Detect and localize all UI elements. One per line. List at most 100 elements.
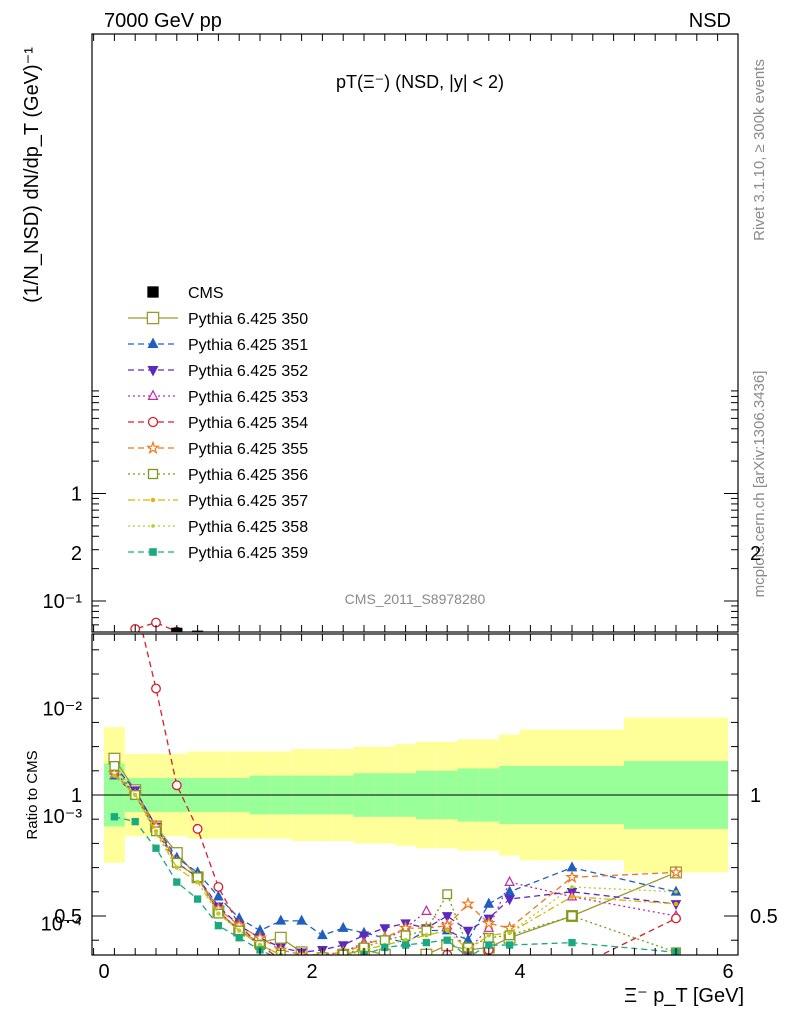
- data-point: [380, 724, 390, 734]
- legend-marker: [147, 389, 159, 400]
- ratio-point: [296, 954, 307, 955]
- data-point: [237, 682, 241, 686]
- data-point: [196, 655, 200, 659]
- ratio-point: [275, 914, 287, 925]
- data-point: [297, 719, 307, 729]
- data-point: [172, 643, 182, 653]
- data-point: [175, 648, 179, 652]
- data-point: [112, 694, 116, 698]
- data-point: [277, 713, 286, 722]
- ratio-line: [114, 816, 677, 955]
- ratio-point: [487, 933, 491, 938]
- ratio-point: [109, 761, 120, 771]
- data-point: [277, 707, 286, 715]
- legend-entry-pythia-6-425-356: Pythia 6.425 356: [128, 467, 308, 484]
- data-point: [173, 644, 182, 652]
- data-point: [317, 682, 327, 692]
- legend-label: Pythia 6.425 352: [188, 363, 308, 380]
- data-point: [279, 713, 283, 717]
- ratio-point: [258, 943, 262, 947]
- ratio-point: [339, 972, 348, 981]
- data-point: [338, 695, 348, 705]
- legend-marker: [145, 440, 161, 455]
- legend-marker: [147, 468, 159, 480]
- data-point: [110, 690, 119, 698]
- legend-entry-pythia-6-425-358: Pythia 6.425 358: [128, 519, 308, 536]
- ratio-y-tick-label-right: 1: [750, 785, 761, 807]
- main-plot-frame: [91, 33, 739, 633]
- data-point: [318, 735, 327, 744]
- axis-ticks: [92, 34, 738, 955]
- data-point: [235, 678, 244, 686]
- ratio-point: [317, 957, 328, 968]
- ratio-point: [192, 823, 203, 834]
- data-point: [110, 691, 119, 699]
- ratio-point: [504, 895, 515, 906]
- data-point: [193, 650, 203, 660]
- data-point: [173, 644, 182, 653]
- ratio-point: [461, 896, 475, 910]
- data-point: [110, 690, 119, 699]
- data-point: [339, 742, 348, 750]
- ratio-point: [566, 861, 578, 872]
- ratio-point: [424, 933, 429, 938]
- legend: CMS Pythia 6.425 350 Pythia 6.425 351 Pythi…: [128, 285, 308, 562]
- legend-label: CMS: [188, 285, 224, 302]
- data-point: [132, 654, 138, 660]
- ratio-point: [504, 885, 515, 896]
- data-point: [111, 699, 117, 705]
- ratio-point: [570, 885, 574, 889]
- legend-marker: [151, 524, 155, 528]
- data-point: [258, 698, 262, 702]
- legend-marker: [147, 366, 159, 377]
- legend-entry-pythia-6-425-357: Pythia 6.425 357: [128, 493, 308, 510]
- main-y-tick-label: 10⁻³: [43, 806, 83, 828]
- plot-title: pT(Ξ⁻) (NSD, |y| < 2): [336, 72, 504, 92]
- data-point: [339, 732, 348, 740]
- data-point: [130, 646, 141, 657]
- ratio-point: [381, 975, 390, 984]
- legend-label: Pythia 6.425 355: [188, 441, 308, 458]
- ratio-y-axis-title: Ratio to CMS: [24, 750, 41, 839]
- data-point: [255, 649, 265, 659]
- data-point: [299, 727, 305, 733]
- data-point: [154, 644, 158, 648]
- data-point: [193, 649, 202, 657]
- ratio-point: [340, 957, 346, 963]
- legend-entry-pythia-6-425-355: Pythia 6.425 355: [128, 440, 308, 458]
- legend-label: Pythia 6.425 351: [188, 337, 308, 354]
- data-point: [195, 655, 199, 659]
- ratio-point: [195, 880, 200, 884]
- data-point: [256, 693, 265, 701]
- ratio-point: [505, 941, 514, 949]
- data-point: [257, 699, 263, 705]
- legend-entry-pythia-6-425-350: Pythia 6.425 350: [128, 311, 308, 328]
- data-point: [256, 695, 265, 703]
- ratio-point: [320, 957, 324, 961]
- data-point: [320, 738, 324, 742]
- data-point: [236, 684, 242, 690]
- x-tick-label: 4: [514, 961, 525, 983]
- data-point: [275, 709, 286, 720]
- ratio-point: [569, 894, 575, 899]
- data-point: [317, 734, 328, 745]
- data-point: [318, 731, 327, 739]
- data-point: [151, 640, 161, 650]
- legend-marker: [147, 416, 159, 428]
- ratio-point: [671, 913, 681, 924]
- ratio-point: [253, 930, 267, 944]
- data-point: [234, 678, 245, 689]
- data-point: [318, 732, 327, 740]
- data-point: [213, 662, 223, 672]
- main-y-tick-label: 10⁻⁵: [41, 1021, 82, 1024]
- legend-label: Pythia 6.425 353: [188, 389, 308, 406]
- data-point: [214, 664, 223, 672]
- ratio-point: [213, 882, 224, 892]
- ratio-y-tick-label-right: 2: [750, 543, 761, 565]
- ratio-point: [669, 865, 683, 879]
- ratio-point: [398, 920, 413, 934]
- ratio-point: [110, 578, 119, 587]
- data-point: [131, 648, 140, 657]
- ratio-point: [401, 941, 410, 949]
- data-point: [317, 731, 327, 741]
